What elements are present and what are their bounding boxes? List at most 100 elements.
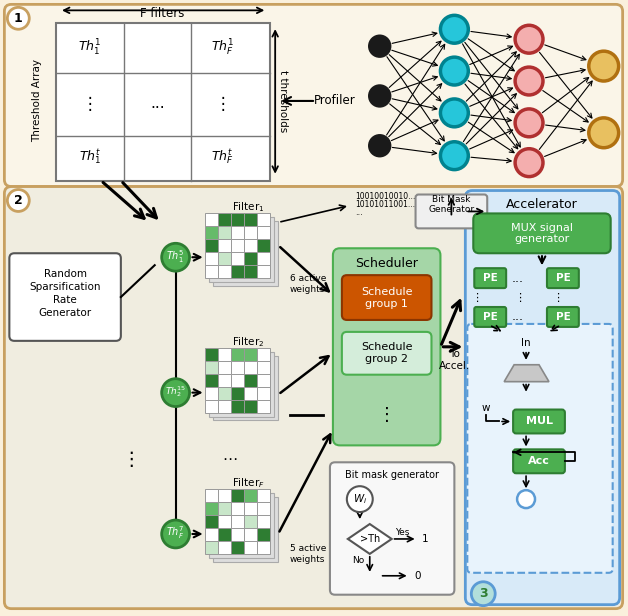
Bar — [205, 541, 219, 554]
Bar — [219, 541, 231, 554]
Text: No: No — [352, 556, 364, 565]
Circle shape — [370, 136, 389, 156]
Circle shape — [515, 109, 543, 137]
Bar — [257, 374, 270, 387]
Bar — [257, 541, 270, 554]
Circle shape — [515, 25, 543, 53]
Text: Acc: Acc — [528, 456, 550, 466]
Bar — [210, 217, 274, 282]
Text: Filter$_2$: Filter$_2$ — [232, 335, 264, 349]
Bar — [244, 265, 257, 278]
Bar — [210, 493, 274, 558]
Bar — [244, 541, 257, 554]
Bar — [219, 502, 231, 515]
Text: $Th_F^7$: $Th_F^7$ — [166, 525, 185, 541]
Bar — [214, 221, 278, 286]
Text: 10101011001...: 10101011001... — [355, 200, 415, 209]
FancyBboxPatch shape — [474, 213, 610, 253]
Circle shape — [517, 490, 535, 508]
FancyBboxPatch shape — [474, 307, 506, 327]
Bar — [219, 348, 231, 361]
Text: $W_i$: $W_i$ — [353, 492, 367, 506]
Bar — [205, 515, 219, 528]
Text: $Th_F^1$: $Th_F^1$ — [211, 38, 234, 59]
Text: ⋮: ⋮ — [553, 293, 563, 303]
Circle shape — [161, 520, 190, 548]
Text: 6 active
weights: 6 active weights — [290, 274, 327, 294]
Bar — [257, 226, 270, 239]
FancyBboxPatch shape — [465, 190, 620, 605]
Bar — [257, 265, 270, 278]
Bar — [219, 226, 231, 239]
Bar — [244, 253, 257, 265]
Bar — [257, 253, 270, 265]
Text: F filters: F filters — [141, 7, 185, 20]
Bar — [257, 400, 270, 413]
Text: MUX signal
generator: MUX signal generator — [511, 222, 573, 244]
Text: Sparsification: Sparsification — [30, 282, 101, 292]
Text: 1: 1 — [422, 534, 429, 544]
Bar — [244, 489, 257, 502]
Text: ⋯: ⋯ — [223, 452, 238, 467]
Bar — [244, 387, 257, 400]
Text: Schedule
group 2: Schedule group 2 — [361, 342, 413, 363]
Text: ⋮: ⋮ — [214, 95, 230, 113]
FancyBboxPatch shape — [547, 268, 579, 288]
Text: $Th_2^{15}$: $Th_2^{15}$ — [165, 384, 187, 399]
Text: $Th_1^1$: $Th_1^1$ — [78, 38, 102, 59]
Bar — [231, 361, 244, 374]
Circle shape — [347, 486, 373, 512]
FancyBboxPatch shape — [9, 253, 121, 341]
FancyBboxPatch shape — [513, 449, 565, 473]
Circle shape — [440, 15, 468, 43]
Text: 5 active
weights: 5 active weights — [290, 544, 327, 564]
Bar — [205, 361, 219, 374]
Circle shape — [370, 86, 389, 106]
Text: MUL: MUL — [526, 416, 553, 426]
FancyBboxPatch shape — [547, 307, 579, 327]
Text: PE: PE — [556, 312, 570, 322]
Circle shape — [370, 36, 389, 56]
Bar — [205, 528, 219, 541]
Text: Generator: Generator — [38, 308, 92, 318]
Text: In: In — [521, 338, 531, 348]
Bar — [205, 253, 219, 265]
Bar — [210, 352, 274, 416]
Bar — [219, 400, 231, 413]
Text: Accelerator: Accelerator — [506, 198, 578, 211]
Bar — [257, 528, 270, 541]
Polygon shape — [504, 365, 549, 382]
Bar — [231, 502, 244, 515]
Text: PE: PE — [483, 312, 497, 322]
Text: Profiler: Profiler — [314, 94, 356, 107]
Text: Schedule
group 1: Schedule group 1 — [361, 287, 413, 309]
Bar — [219, 515, 231, 528]
Bar — [244, 528, 257, 541]
Text: Threshold Array: Threshold Array — [32, 59, 42, 142]
Bar — [244, 348, 257, 361]
Bar — [205, 502, 219, 515]
Circle shape — [440, 99, 468, 127]
Text: Scheduler: Scheduler — [355, 257, 418, 270]
FancyBboxPatch shape — [474, 268, 506, 288]
Polygon shape — [348, 524, 392, 554]
Bar — [205, 374, 219, 387]
Bar — [219, 387, 231, 400]
Bar — [231, 515, 244, 528]
Bar — [205, 213, 219, 226]
Bar — [231, 226, 244, 239]
FancyBboxPatch shape — [333, 248, 440, 445]
Text: ...: ... — [150, 97, 165, 111]
Circle shape — [440, 57, 468, 85]
Bar — [257, 213, 270, 226]
Circle shape — [8, 7, 30, 30]
Text: $Th_F^t$: $Th_F^t$ — [211, 148, 234, 167]
Text: Bit mask generator: Bit mask generator — [345, 470, 438, 480]
Text: ...: ... — [512, 310, 524, 323]
Text: Filter$_1$: Filter$_1$ — [232, 201, 264, 214]
Bar — [231, 213, 244, 226]
Circle shape — [440, 142, 468, 169]
Bar — [231, 265, 244, 278]
Text: ⋮: ⋮ — [377, 405, 396, 424]
FancyBboxPatch shape — [4, 187, 622, 609]
